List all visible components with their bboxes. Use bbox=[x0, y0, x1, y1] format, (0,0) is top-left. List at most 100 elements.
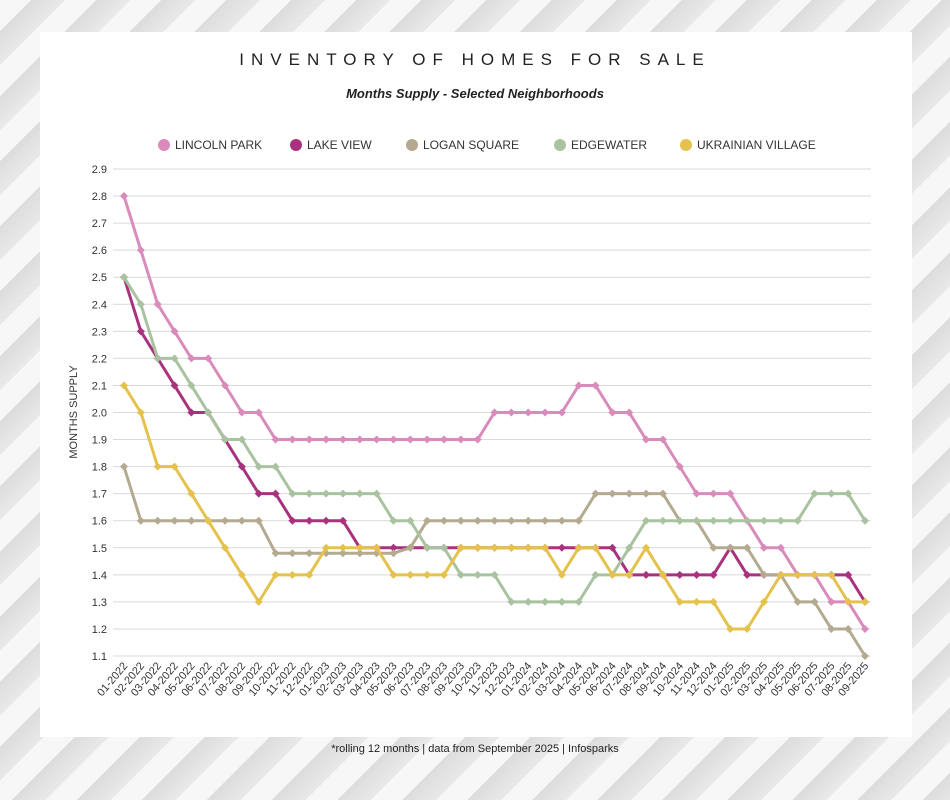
data-point bbox=[726, 516, 735, 525]
data-point bbox=[153, 300, 162, 309]
data-point bbox=[120, 192, 128, 201]
data-point bbox=[759, 543, 768, 552]
data-point bbox=[170, 462, 179, 471]
data-point bbox=[793, 570, 802, 579]
data-point bbox=[675, 516, 684, 525]
data-point bbox=[288, 549, 297, 558]
data-point bbox=[658, 516, 667, 525]
series-ukrainian-village bbox=[120, 381, 869, 633]
chart-subtitle: Months Supply - Selected Neighborhoods bbox=[346, 86, 604, 101]
data-point bbox=[844, 489, 853, 498]
data-point bbox=[338, 543, 347, 552]
legend-marker bbox=[406, 139, 418, 151]
data-point bbox=[305, 489, 314, 498]
data-point bbox=[726, 624, 735, 633]
data-point bbox=[204, 354, 213, 363]
data-point bbox=[389, 435, 398, 444]
y-axis: 1.1 1.2 1.3 1.4 1.5 1.6 1.7 1.8 1.9 2.0 2.1 2.2 2.3 2… bbox=[92, 164, 107, 663]
data-point bbox=[658, 489, 667, 498]
data-point bbox=[861, 624, 869, 633]
chart-series bbox=[120, 192, 869, 660]
data-point bbox=[305, 549, 314, 558]
data-point bbox=[136, 300, 145, 309]
data-point bbox=[439, 516, 448, 525]
data-point bbox=[153, 354, 162, 363]
y-tick-label: 2.5 bbox=[92, 272, 107, 284]
x-axis: 01-202202-202203-202204-202205-202206-20… bbox=[95, 660, 871, 699]
data-point bbox=[187, 381, 196, 390]
data-point bbox=[322, 435, 331, 444]
data-point bbox=[827, 624, 836, 633]
data-point bbox=[271, 462, 280, 471]
data-point bbox=[861, 516, 869, 525]
data-point bbox=[338, 516, 347, 525]
data-point bbox=[827, 489, 836, 498]
data-point bbox=[389, 516, 398, 525]
data-point bbox=[187, 516, 196, 525]
legend-marker bbox=[158, 139, 170, 151]
series-logan-square bbox=[120, 462, 869, 660]
data-point bbox=[406, 570, 415, 579]
y-tick-label: 1.2 bbox=[92, 624, 107, 636]
data-point bbox=[793, 597, 802, 606]
data-point bbox=[254, 516, 263, 525]
data-point bbox=[473, 435, 482, 444]
data-point bbox=[743, 570, 752, 579]
data-point bbox=[810, 489, 819, 498]
data-point bbox=[574, 516, 583, 525]
data-point bbox=[776, 570, 785, 579]
data-point bbox=[591, 570, 600, 579]
data-point bbox=[726, 489, 735, 498]
data-point bbox=[507, 516, 516, 525]
data-point bbox=[355, 543, 364, 552]
data-point bbox=[254, 408, 263, 417]
data-point bbox=[237, 408, 246, 417]
data-point bbox=[692, 597, 701, 606]
data-point bbox=[844, 570, 853, 579]
legend-label: EDGEWATER bbox=[571, 138, 647, 152]
data-point bbox=[743, 516, 752, 525]
data-point bbox=[136, 246, 145, 255]
data-point bbox=[372, 543, 381, 552]
data-point bbox=[557, 597, 566, 606]
data-point bbox=[709, 570, 718, 579]
data-point bbox=[288, 435, 297, 444]
data-point bbox=[389, 543, 398, 552]
data-point bbox=[473, 516, 482, 525]
data-point bbox=[372, 489, 381, 498]
data-point bbox=[204, 516, 213, 525]
legend-marker bbox=[554, 139, 566, 151]
data-point bbox=[170, 354, 179, 363]
data-point bbox=[120, 381, 128, 390]
data-point bbox=[490, 516, 499, 525]
data-point bbox=[221, 516, 230, 525]
data-point bbox=[541, 597, 550, 606]
data-point bbox=[776, 543, 785, 552]
data-point bbox=[221, 381, 230, 390]
data-point bbox=[305, 516, 314, 525]
data-point bbox=[355, 489, 364, 498]
series-lincoln-park bbox=[120, 192, 869, 633]
data-point bbox=[288, 570, 297, 579]
data-point bbox=[338, 549, 347, 558]
data-point bbox=[322, 543, 331, 552]
data-point bbox=[355, 549, 364, 558]
data-point bbox=[322, 489, 331, 498]
data-point bbox=[406, 435, 415, 444]
legend-marker bbox=[290, 139, 302, 151]
series-line bbox=[122, 383, 867, 631]
data-point bbox=[574, 381, 583, 390]
data-point bbox=[557, 408, 566, 417]
data-point bbox=[591, 489, 600, 498]
data-point bbox=[490, 408, 499, 417]
data-point bbox=[810, 570, 819, 579]
data-point bbox=[625, 543, 634, 552]
chart-title: INVENTORY OF HOMES FOR SALE bbox=[239, 50, 711, 69]
legend-marker bbox=[680, 139, 692, 151]
data-point bbox=[776, 516, 785, 525]
data-point bbox=[355, 435, 364, 444]
data-point bbox=[153, 462, 162, 471]
data-point bbox=[456, 435, 465, 444]
data-point bbox=[541, 543, 550, 552]
